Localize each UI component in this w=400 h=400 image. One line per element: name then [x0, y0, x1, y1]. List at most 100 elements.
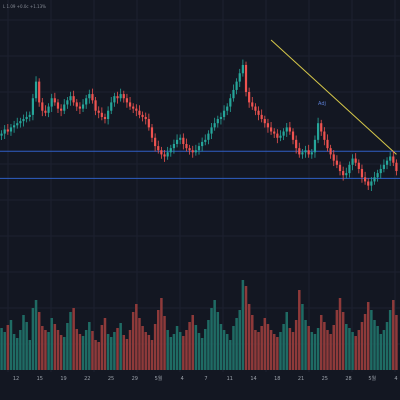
candle-body: [373, 177, 376, 182]
candle-body: [94, 100, 97, 111]
volume-bar: [128, 330, 132, 370]
volume-bar: [254, 330, 257, 370]
volume-bar: [53, 324, 57, 370]
volume-bar: [0, 328, 3, 370]
volume-bar: [9, 320, 13, 370]
candle-body: [385, 160, 389, 165]
candle-body: [298, 148, 301, 155]
volume-bar: [392, 300, 395, 370]
candle-body: [103, 116, 107, 120]
x-tick-label: 25: [108, 376, 114, 382]
volume-bar: [213, 300, 216, 370]
x-tick-label: 18: [274, 376, 280, 382]
candle-body: [60, 108, 63, 111]
volume-bar: [37, 312, 41, 370]
volume-bar: [3, 332, 6, 370]
volume-bar: [282, 324, 285, 370]
candle-body: [307, 150, 310, 155]
trendline[interactable]: [270, 39, 397, 155]
volume-bar: [338, 298, 342, 370]
candle-body: [44, 110, 47, 113]
candle-body: [22, 119, 25, 122]
volume-bar: [172, 334, 176, 370]
candle-body: [91, 94, 94, 101]
candle-body: [85, 98, 88, 105]
volume-bar: [204, 329, 207, 370]
candle-body: [56, 102, 60, 109]
volume-bar: [298, 290, 301, 370]
volume-bar: [200, 338, 204, 370]
candle-body: [235, 81, 238, 90]
x-tick-label: 25: [322, 376, 328, 382]
candle-body: [160, 150, 163, 155]
volume-bar: [88, 322, 91, 370]
candle-body: [276, 133, 279, 138]
volume-bar: [307, 326, 310, 370]
volume-bars: [0, 280, 398, 370]
candle-body: [363, 177, 367, 182]
candle-body: [128, 102, 132, 107]
candle-body: [147, 119, 150, 128]
volume-bar: [241, 280, 245, 370]
volume-bar: [22, 315, 25, 370]
candle-body: [254, 106, 257, 111]
volume-bar: [238, 310, 241, 370]
candle-body: [222, 110, 226, 117]
support-lines: [0, 150, 400, 179]
candle-body: [257, 110, 260, 115]
candle-body: [219, 116, 223, 120]
volume-bar: [81, 336, 85, 370]
x-tick-label: 5월: [368, 375, 376, 382]
volume-bar: [28, 340, 32, 370]
volume-bar: [147, 335, 151, 370]
candle-body: [182, 137, 185, 144]
volume-bar: [185, 330, 188, 370]
trendline-segment[interactable]: [270, 39, 397, 155]
x-tick-label: 14: [250, 376, 256, 382]
x-tick-label: 21: [298, 376, 304, 382]
volume-bar: [370, 310, 373, 370]
candle-body: [204, 139, 207, 142]
candle-body: [229, 98, 232, 107]
volume-bar: [366, 302, 370, 370]
candle-body: [260, 114, 263, 120]
volume-bar: [97, 342, 100, 370]
candle-body: [244, 64, 248, 92]
volume-bar: [329, 334, 332, 370]
candle-body: [157, 146, 160, 151]
candle-body: [31, 98, 35, 115]
volume-bar: [335, 310, 339, 370]
volume-bar: [351, 332, 354, 370]
candle-body: [313, 139, 317, 153]
candle-body: [389, 156, 392, 161]
candle-body: [6, 129, 9, 132]
candle-body: [316, 123, 320, 140]
header-readout: L 1.09 +0.0c +1.13%: [3, 4, 46, 9]
candle-body: [28, 114, 31, 117]
candle-body: [210, 127, 213, 134]
candle-body: [41, 102, 44, 111]
candle-body: [392, 156, 395, 163]
candle-body: [66, 100, 69, 105]
candle-body: [110, 102, 113, 111]
candle-body: [78, 106, 82, 109]
candle-body: [266, 123, 270, 128]
candle-body: [25, 116, 28, 120]
candle-body: [69, 96, 72, 101]
volume-bar: [141, 326, 144, 370]
candle-body: [238, 73, 241, 82]
candle-body: [63, 104, 66, 111]
volume-bar: [131, 312, 135, 370]
candle-body: [323, 131, 326, 140]
volume-bar: [269, 330, 273, 370]
x-tick-label: 5월: [155, 375, 163, 382]
volume-bar: [285, 312, 289, 370]
candle-body: [144, 116, 147, 120]
volume-bar: [363, 314, 367, 370]
volume-bar: [116, 328, 119, 370]
candle-body: [248, 92, 251, 103]
candle-body: [282, 131, 285, 136]
candle-body: [288, 127, 291, 132]
x-tick-label: 7: [204, 376, 207, 382]
